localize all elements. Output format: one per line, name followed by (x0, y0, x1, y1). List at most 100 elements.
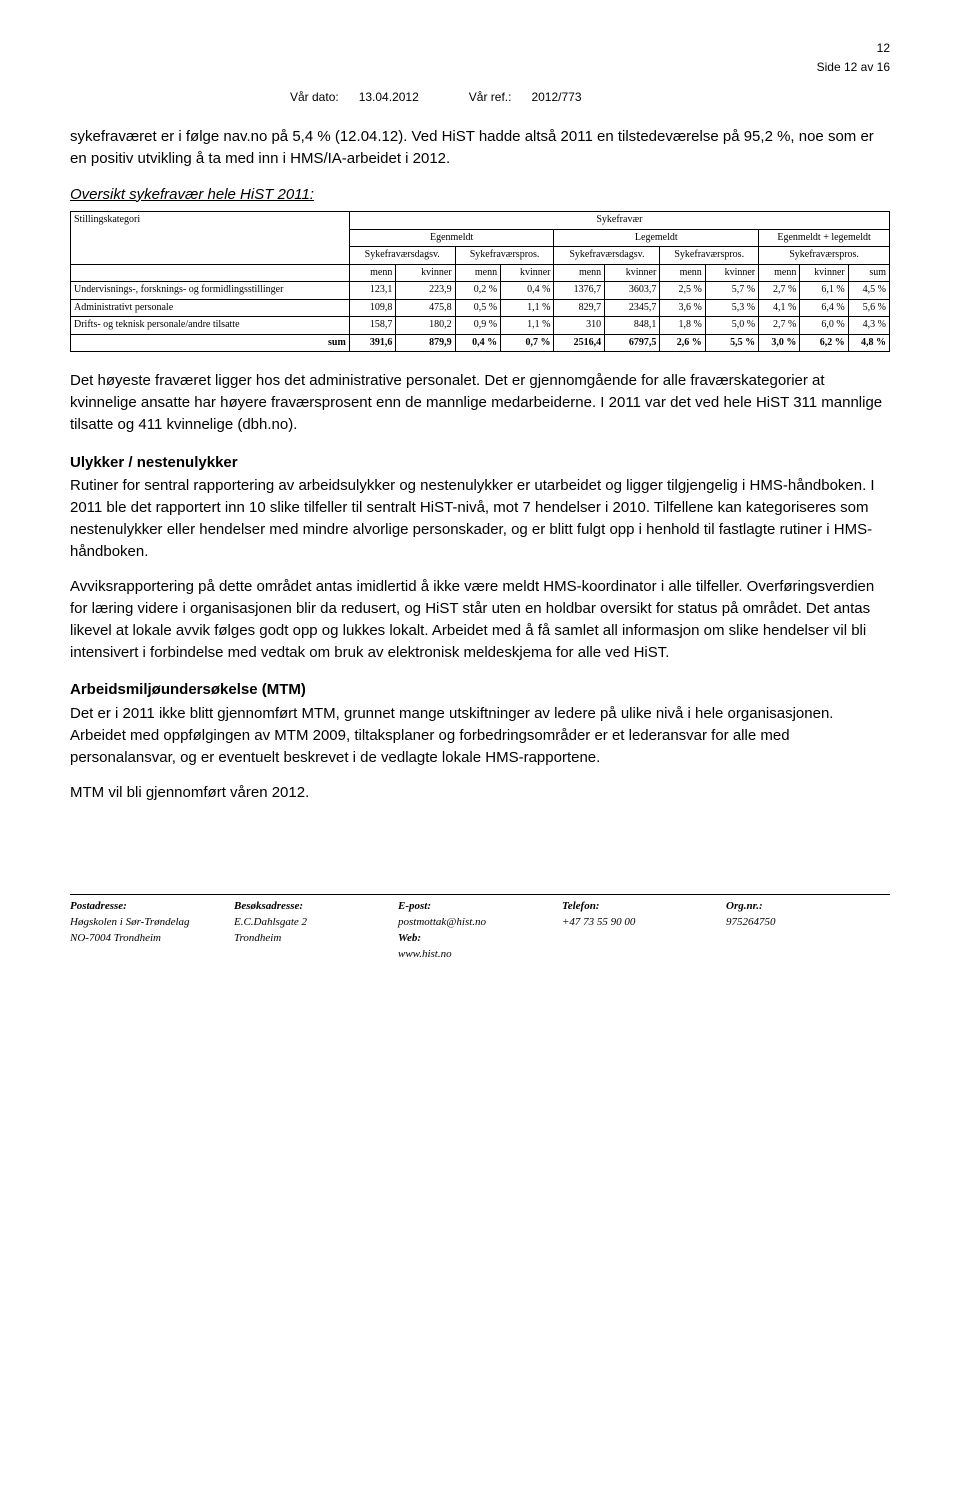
cell: 2345,7 (605, 299, 660, 317)
paragraph-after-table: Det høyeste fraværet ligger hos det admi… (70, 370, 890, 435)
footer-col: Besøksadresse: E.C.Dahlsgate 2 Trondheim (234, 899, 398, 963)
cell: 4,1 % (759, 299, 800, 317)
group-legemeldt: Legemeldt (554, 229, 759, 247)
blank-cell (71, 264, 350, 282)
footer-head: Postadresse: (70, 899, 234, 915)
footer-line: Trondheim (234, 931, 398, 947)
footer-head: Telefon: (562, 899, 726, 915)
cell: 5,6 % (848, 299, 889, 317)
table-row: Administrativt personale 109,8 475,8 0,5… (71, 299, 890, 317)
sub-1: Sykefraværspros. (455, 247, 554, 265)
footer-head: E-post: (398, 899, 562, 915)
group-egenmeldt: Egenmeldt (349, 229, 554, 247)
cell: 3,6 % (660, 299, 705, 317)
sum-row: sum 391,6 879,9 0,4 % 0,7 % 2516,4 6797,… (71, 334, 890, 352)
mtm-p1: Det er i 2011 ikke blitt gjennomført MTM… (70, 703, 890, 768)
col-label: kvinner (705, 264, 758, 282)
mtm-p2: MTM vil bli gjennomført våren 2012. (70, 782, 890, 804)
cell: 310 (554, 317, 605, 335)
footer-line: 975264750 (726, 915, 890, 931)
ulykker-heading: Ulykker / nestenulykker (70, 452, 890, 474)
cell: 158,7 (349, 317, 396, 335)
sum-label: sum (71, 334, 350, 352)
row-label: Drifts- og teknisk personale/andre tilsa… (71, 317, 350, 335)
page-footer: Postadresse: Høgskolen i Sør-Trøndelag N… (70, 894, 890, 963)
cell: 2,5 % (660, 282, 705, 300)
col-label: menn (660, 264, 705, 282)
cell: 223,9 (396, 282, 455, 300)
row-label: Undervisnings-, forsknings- og formidlin… (71, 282, 350, 300)
cell: 5,5 % (705, 334, 758, 352)
cell: 879,9 (396, 334, 455, 352)
cell: 4,3 % (848, 317, 889, 335)
col-label: menn (554, 264, 605, 282)
col-label: kvinner (800, 264, 848, 282)
cell: 0,7 % (501, 334, 554, 352)
cell: 5,7 % (705, 282, 758, 300)
footer-line: E.C.Dahlsgate 2 (234, 915, 398, 931)
footer-col: Org.nr.: 975264750 (726, 899, 890, 963)
cell: 6797,5 (605, 334, 660, 352)
col-label: kvinner (396, 264, 455, 282)
col-label: kvinner (501, 264, 554, 282)
footer-col: Postadresse: Høgskolen i Sør-Trøndelag N… (70, 899, 234, 963)
cell: 0,9 % (455, 317, 500, 335)
cell: 3603,7 (605, 282, 660, 300)
cell: 5,3 % (705, 299, 758, 317)
col-label: kvinner (605, 264, 660, 282)
sykefravar-table: Stillingskategori Sykefravær Egenmeldt L… (70, 211, 890, 352)
cell: 1,1 % (501, 299, 554, 317)
col-label: menn (349, 264, 396, 282)
cell: 1376,7 (554, 282, 605, 300)
table-heading: Oversikt sykefravær hele HiST 2011: (70, 184, 890, 206)
ulykker-p2: Avviksrapportering på dette området anta… (70, 576, 890, 663)
intro-paragraph: sykefraværet er i følge nav.no på 5,4 % … (70, 126, 890, 170)
cell: 123,1 (349, 282, 396, 300)
cell: 4,8 % (848, 334, 889, 352)
cell: 829,7 (554, 299, 605, 317)
footer-line: Høgskolen i Sør-Trøndelag (70, 915, 234, 931)
cell: 180,2 (396, 317, 455, 335)
col-label: sum (848, 264, 889, 282)
page-side-label: Side 12 av 16 (70, 59, 890, 76)
cell: 475,8 (396, 299, 455, 317)
document-header: Vår dato: 13.04.2012 Vår ref.: 2012/773 (70, 89, 890, 106)
cell: 0,4 % (455, 334, 500, 352)
row-label: Administrativt personale (71, 299, 350, 317)
cell: 0,5 % (455, 299, 500, 317)
var-dato-label: Vår dato: (290, 89, 339, 106)
col-label: menn (455, 264, 500, 282)
footer-col: Telefon: +47 73 55 90 00 (562, 899, 726, 963)
group-sum: Egenmeldt + legemeldt (759, 229, 890, 247)
table-row: Undervisnings-, forsknings- og formidlin… (71, 282, 890, 300)
var-dato-value: 13.04.2012 (359, 89, 419, 106)
cell: 5,0 % (705, 317, 758, 335)
footer-line: Web: (398, 931, 562, 947)
footer-col: E-post: postmottak@hist.no Web: www.hist… (398, 899, 562, 963)
top-header: Sykefravær (349, 212, 889, 230)
col-label: menn (759, 264, 800, 282)
sub-2: Sykefraværsdagsv. (554, 247, 660, 265)
cell: 2,7 % (759, 282, 800, 300)
cell: 1,1 % (501, 317, 554, 335)
cell: 6,1 % (800, 282, 848, 300)
sub-4: Sykefraværspros. (759, 247, 890, 265)
footer-head: Org.nr.: (726, 899, 890, 915)
footer-line: NO-7004 Trondheim (70, 931, 234, 947)
page-number: 12 (70, 40, 890, 57)
var-ref-label: Vår ref.: (469, 89, 512, 106)
var-ref-value: 2012/773 (531, 89, 581, 106)
ulykker-p1: Rutiner for sentral rapportering av arbe… (70, 475, 890, 562)
cell: 391,6 (349, 334, 396, 352)
footer-line: postmottak@hist.no (398, 915, 562, 931)
cell: 1,8 % (660, 317, 705, 335)
cell: 6,2 % (800, 334, 848, 352)
cell: 3,0 % (759, 334, 800, 352)
sub-3: Sykefraværspros. (660, 247, 759, 265)
cell: 2516,4 (554, 334, 605, 352)
cell: 848,1 (605, 317, 660, 335)
cell: 2,6 % (660, 334, 705, 352)
sub-0: Sykefraværsdagsv. (349, 247, 455, 265)
table-row: Drifts- og teknisk personale/andre tilsa… (71, 317, 890, 335)
cell: 109,8 (349, 299, 396, 317)
